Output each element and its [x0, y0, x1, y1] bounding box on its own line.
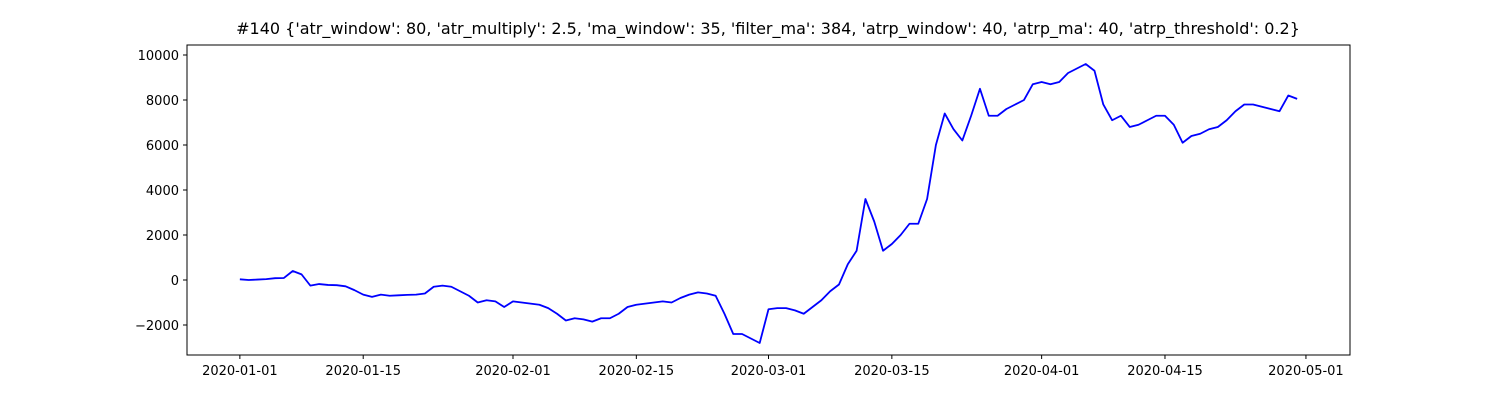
- axes-frame: [186, 44, 1351, 356]
- y-tick-label: 10000: [138, 49, 179, 64]
- y-tick-label: −2000: [135, 319, 179, 334]
- x-tick-label: 2020-05-01: [1268, 364, 1344, 379]
- line: [239, 63, 1298, 344]
- x-tick-label: 2020-03-15: [854, 364, 930, 379]
- x-tick-label: 2020-02-01: [475, 364, 551, 379]
- x-tick-label: 2020-04-01: [1004, 364, 1080, 379]
- x-tick-label: 2020-04-15: [1127, 364, 1203, 379]
- y-tick-label: 8000: [146, 94, 179, 109]
- x-tick-label: 2020-03-01: [731, 364, 807, 379]
- chart-title: #140 {'atr_window': 80, 'atr_multiply': …: [236, 19, 1300, 39]
- x-tick-label: 2020-02-15: [599, 364, 675, 379]
- y-tick-label: 6000: [146, 139, 179, 154]
- y-tick-label: 2000: [146, 229, 179, 244]
- y-tick-label: 4000: [146, 184, 179, 199]
- x-tick-label: 2020-01-01: [202, 364, 278, 379]
- y-tick-label: 0: [171, 274, 179, 289]
- x-tick-label: 2020-01-15: [325, 364, 401, 379]
